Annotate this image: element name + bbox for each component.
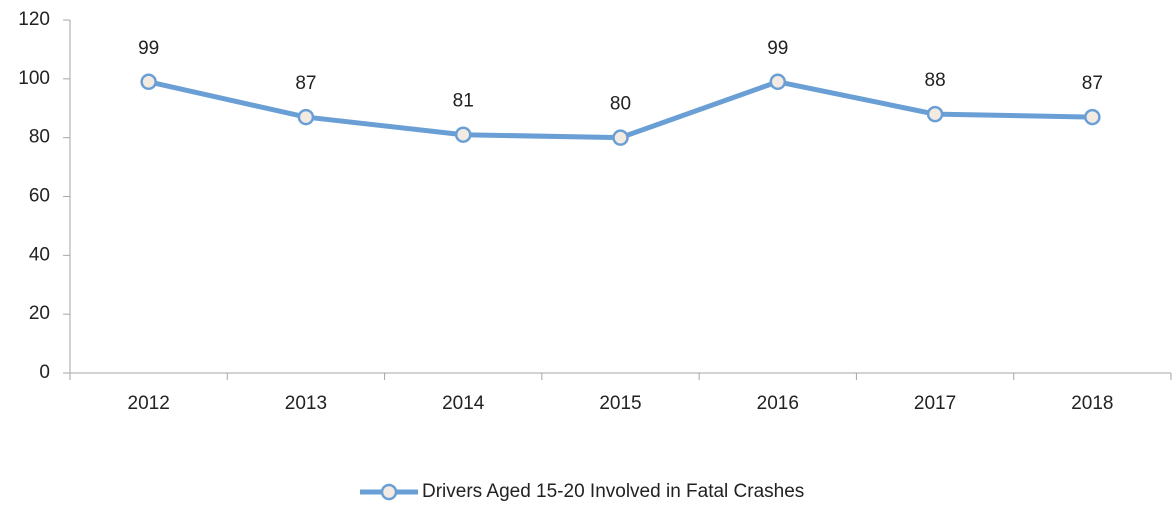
data-label: 88	[925, 70, 946, 91]
point-marker	[297, 108, 315, 126]
point-marker	[140, 73, 157, 91]
x-tick-label: 2015	[599, 393, 641, 414]
x-tick-label: 2012	[128, 393, 170, 414]
legend-marker	[380, 483, 398, 501]
point-marker	[926, 105, 944, 123]
data-label: 80	[610, 94, 631, 115]
x-tick-label: 2016	[757, 393, 799, 414]
y-tick-label: 40	[29, 244, 50, 265]
data-label: 81	[453, 91, 474, 112]
x-tick-label: 2013	[285, 393, 327, 414]
y-tick-label: 120	[18, 9, 50, 30]
data-label: 87	[295, 73, 316, 94]
y-tick-label: 100	[18, 68, 50, 89]
x-tick-label: 2014	[442, 393, 485, 414]
data-label: 99	[138, 38, 159, 59]
data-label: 99	[767, 38, 788, 59]
legend-label: Drivers Aged 15-20 Involved in Fatal Cra…	[422, 481, 804, 502]
point-marker	[769, 73, 787, 91]
y-tick-label: 0	[39, 362, 50, 383]
point-marker	[1084, 108, 1101, 126]
y-tick-label: 60	[29, 186, 50, 207]
point-marker	[454, 126, 472, 143]
x-tick-label: 2017	[914, 393, 956, 414]
point-marker	[612, 129, 629, 146]
y-tick-label: 80	[29, 127, 50, 148]
x-tick-label: 2018	[1071, 393, 1113, 414]
data-label: 87	[1082, 73, 1103, 94]
y-tick-label: 20	[29, 303, 50, 324]
